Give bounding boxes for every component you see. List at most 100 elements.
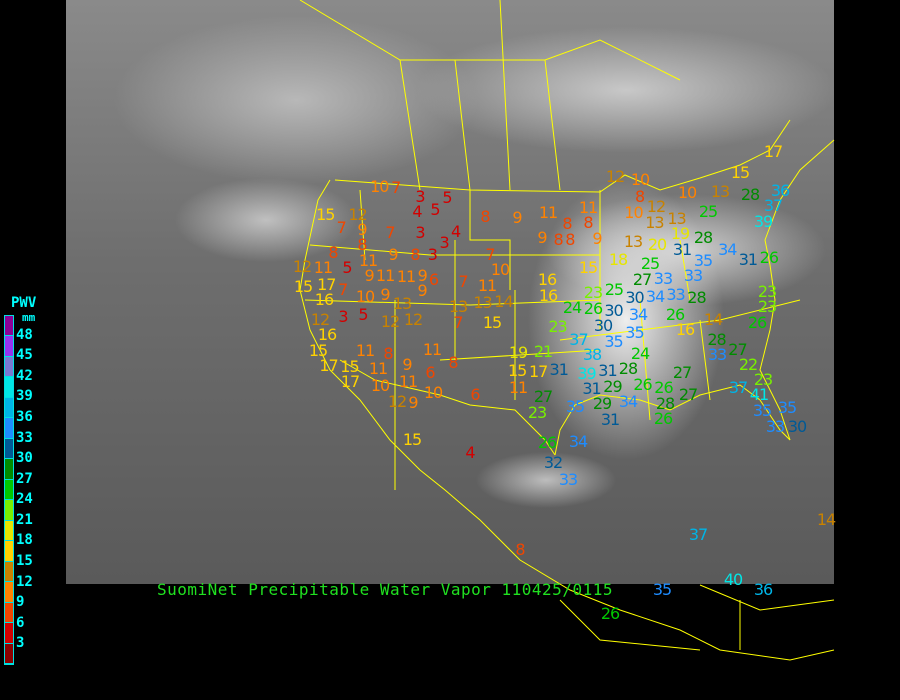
station-pwv-value: 13	[392, 294, 412, 314]
station-pwv-value: 11	[578, 197, 598, 217]
legend-swatch	[5, 623, 13, 644]
station-pwv-value: 31	[738, 250, 758, 269]
station-pwv-value: 26	[654, 378, 673, 398]
mexico-borders	[559, 584, 835, 651]
legend-tick-label: 33	[16, 429, 33, 446]
legend-swatch	[5, 418, 13, 439]
station-pwv-value: 32	[543, 453, 563, 472]
station-pwv-value: 9	[537, 228, 547, 247]
station-pwv-value: 9	[592, 228, 602, 248]
station-pwv-value: 31	[598, 361, 617, 381]
legend-tick-label: 27	[16, 470, 33, 487]
station-pwv-value: 34	[568, 432, 588, 451]
station-pwv-value: 11	[358, 250, 378, 270]
station-pwv-value: 37	[569, 329, 588, 349]
station-pwv-value: 11	[422, 340, 442, 359]
station-pwv-value: 13	[667, 208, 686, 228]
station-pwv-value: 33	[707, 345, 727, 365]
station-pwv-value: 7	[385, 223, 395, 242]
station-pwv-value: 15	[340, 356, 359, 376]
station-pwv-value: 8	[634, 187, 645, 207]
station-pwv-value: 31	[600, 409, 620, 429]
station-pwv-value: 7	[485, 245, 495, 264]
station-pwv-value: 9	[388, 245, 398, 264]
station-pwv-value: 37	[728, 378, 748, 397]
station-pwv-value: 26	[747, 313, 767, 332]
station-pwv-value: 16	[675, 320, 695, 340]
station-pwv-value: 15	[308, 340, 328, 360]
station-pwv-value: 11	[313, 258, 333, 277]
legend-tick-label: 18	[16, 532, 33, 549]
station-pwv-value: 8	[328, 243, 338, 262]
station-pwv-value: 24	[630, 344, 650, 364]
station-pwv-value: 35	[693, 250, 713, 270]
station-pwv-value: 26	[653, 408, 673, 428]
legend-tick-label: 15	[16, 553, 33, 570]
station-pwv-value: 11	[398, 372, 418, 391]
station-pwv-value: 14	[494, 291, 513, 311]
satellite-map	[66, 0, 834, 584]
station-pwv-value: 30	[604, 300, 623, 320]
station-pwv-value: 10	[677, 183, 697, 202]
station-pwv-value: 3	[338, 307, 348, 326]
color-scale-bar	[4, 315, 14, 665]
station-pwv-value: 29	[592, 394, 612, 414]
station-pwv-value: 26	[759, 248, 779, 267]
legend-tick-label: 48	[16, 326, 33, 343]
west-coast	[299, 179, 835, 661]
station-pwv-value: 35	[752, 400, 772, 420]
legend-swatch	[5, 377, 13, 398]
station-pwv-value: 28	[687, 288, 706, 307]
station-pwv-value: 33	[558, 470, 578, 489]
legend-tick-label: 39	[16, 388, 33, 405]
station-pwv-value: 11	[375, 265, 395, 285]
legend-tick-label: 24	[16, 491, 33, 508]
station-pwv-value: 6	[428, 270, 439, 289]
station-pwv-value: 28	[618, 359, 638, 379]
station-pwv-value: 31	[549, 360, 569, 379]
gulf-coast	[554, 384, 791, 456]
station-pwv-value: 8	[562, 214, 572, 234]
station-pwv-value: 8	[410, 245, 420, 264]
station-pwv-value: 39	[577, 363, 596, 383]
station-pwv-value: 14	[703, 310, 723, 329]
station-pwv-value: 35	[625, 323, 644, 342]
station-pwv-value: 9	[364, 265, 375, 285]
station-pwv-value: 23	[583, 283, 603, 303]
station-pwv-value: 37	[763, 196, 783, 216]
station-pwv-value: 5	[358, 305, 368, 324]
station-pwv-value: 30	[625, 288, 644, 307]
legend-tick-label: 6	[16, 614, 25, 631]
station-pwv-value: 19	[670, 224, 690, 244]
station-pwv-value: 34	[618, 392, 638, 412]
station-pwv-value: 22	[738, 354, 758, 374]
station-pwv-value: 11	[368, 359, 388, 379]
station-pwv-value: 27	[678, 385, 698, 404]
map-title: SuomiNet Precipitable Water Vapor 110425…	[157, 580, 613, 599]
station-pwv-value: 17	[763, 142, 783, 161]
station-pwv-value: 39	[753, 211, 773, 231]
station-pwv-value: 9	[357, 219, 367, 239]
station-pwv-value: 17	[317, 274, 336, 294]
station-pwv-value: 35	[652, 580, 672, 599]
legend-tick-label: 3	[16, 635, 25, 652]
station-pwv-value: 21	[533, 342, 553, 361]
station-pwv-value: 25	[640, 253, 660, 273]
station-pwv-value: 6	[425, 363, 435, 382]
legend-swatch	[5, 438, 13, 460]
station-pwv-value: 28	[655, 393, 675, 413]
station-pwv-value: 8	[583, 213, 593, 233]
station-pwv-value: 13	[710, 182, 730, 201]
station-pwv-value: 27	[632, 269, 652, 289]
station-pwv-value: 35	[565, 396, 585, 416]
station-pwv-value: 8	[480, 207, 490, 226]
station-pwv-value: 20	[647, 235, 667, 254]
station-pwv-value: 4	[450, 222, 461, 241]
east-coast	[759, 139, 835, 441]
legend-tick-label: 9	[16, 594, 25, 611]
station-pwv-value: 15	[578, 258, 598, 277]
station-pwv-value: 15	[507, 361, 527, 381]
station-pwv-value: 36	[770, 181, 790, 201]
station-pwv-value: 16	[538, 285, 558, 305]
station-pwv-value: 12	[646, 197, 666, 217]
